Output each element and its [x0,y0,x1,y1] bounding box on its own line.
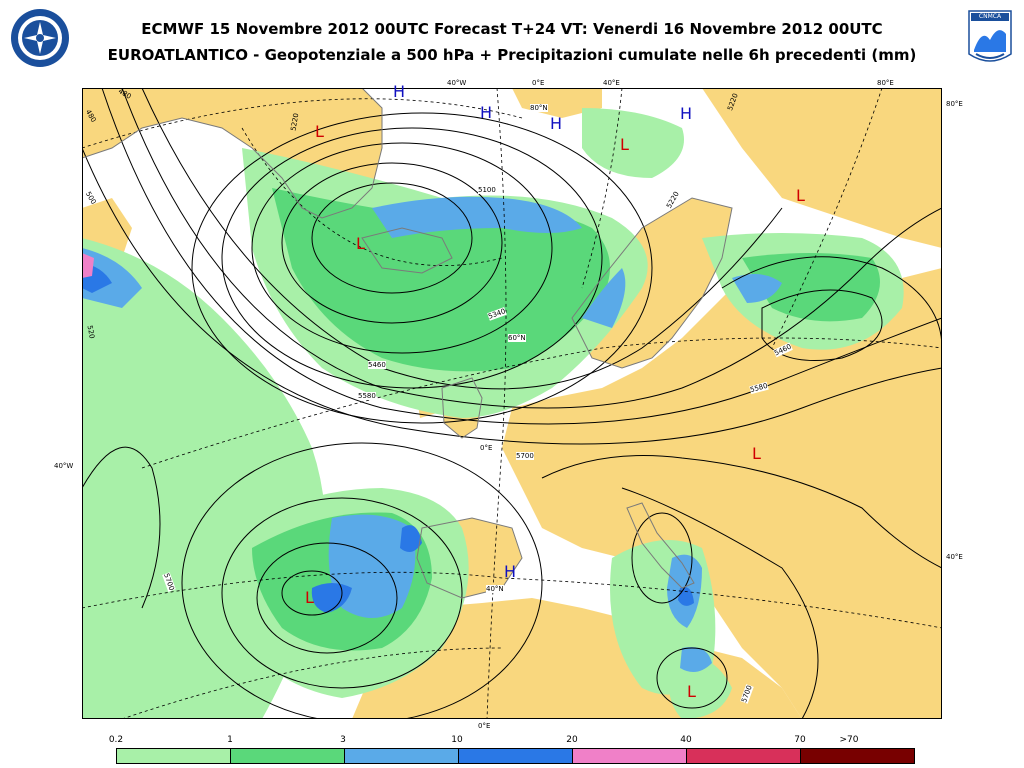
weather-map: L L L L L L L H H H H H 5220 5100 5340 5… [82,82,942,719]
map-title: ECMWF 15 Novembre 2012 00UTC Forecast T+… [141,20,883,38]
precipitation-legend [116,748,915,764]
legend-tick: 3 [340,735,346,745]
precip-layer-pink [82,253,94,278]
legend-swatch-20 [573,749,687,763]
map-subtitle: EUROATLANTICO - Geopotenziale a 500 hPa … [107,46,917,64]
longitude-label-top: 40°W [447,79,467,87]
legend-tick: 20 [566,735,578,745]
cnmca-logo-icon: CNMCA [968,10,1012,68]
low-pressure-label: L [796,186,805,205]
low-pressure-label: L [356,234,365,253]
high-pressure-label: H [550,114,563,133]
latitude-label-right: 80°E [946,100,963,108]
legend-swatch-3 [345,749,459,763]
map-canvas [82,88,942,719]
longitude-label-bottom: 0°E [478,722,491,730]
contour-label: 5700 [516,452,534,460]
legend-tick: 1 [227,735,233,745]
legend-swatch-1 [231,749,345,763]
contour-label: 5460 [368,361,386,369]
latitude-label-left: 40°W [54,462,74,470]
longitude-label-top: 40°E [603,79,620,87]
high-pressure-label: H [680,104,693,123]
coastlines [82,88,733,599]
contour-label: 5100 [478,186,496,194]
low-pressure-label: L [305,588,314,607]
legend-tick: 70 [794,735,806,745]
legend-swatch-70 [801,749,914,763]
legend-swatch-0-2 [117,749,231,763]
latitude-label: 40°N [486,585,504,593]
legend-tick: 10 [451,735,463,745]
high-pressure-label: H [393,82,406,101]
land-middle-east [842,558,942,719]
nato-emblem-icon [11,9,69,67]
geopotential-contours [82,88,942,719]
legend-tick: >70 [839,735,859,745]
longitude-label-top: 80°E [877,79,894,87]
longitude-label-top: 0°E [532,79,545,87]
legend-swatch-40 [687,749,801,763]
low-pressure-label: L [752,444,761,463]
low-pressure-label: L [620,135,629,154]
low-pressure-label: L [315,122,324,141]
latitude-label-right: 40°E [946,553,963,561]
high-pressure-label: H [504,562,517,581]
high-pressure-label: H [480,103,493,122]
legend-swatch-10 [459,749,573,763]
map-frame [82,88,942,719]
legend-tick: 0.2 [108,735,124,745]
low-pressure-label: L [687,682,696,701]
land-north-russia [702,88,942,248]
land-europe [502,268,942,719]
cnmca-logo-text: CNMCA [978,13,1002,20]
latitude-label: 80°N [530,104,548,112]
legend-tick: 40 [680,735,692,745]
longitude-label: 0°E [480,444,493,452]
contour-label: 5580 [358,392,376,400]
latitude-label: 60°N [508,334,526,342]
